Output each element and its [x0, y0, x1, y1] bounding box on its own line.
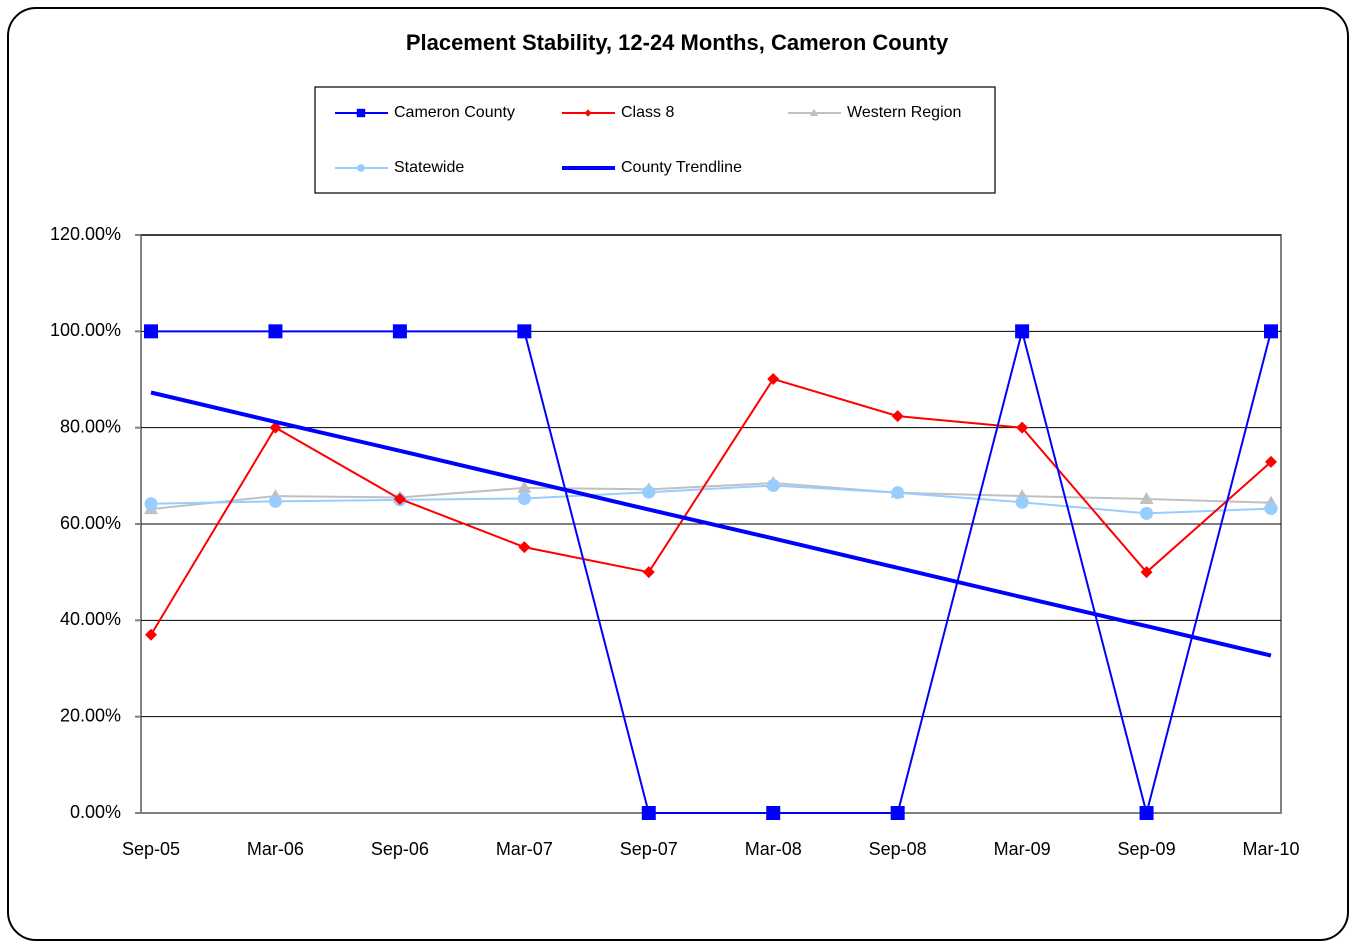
- series-line: [150, 484, 1272, 515]
- data-point: [1140, 506, 1154, 520]
- data-point: [766, 478, 780, 492]
- data-point: [517, 324, 532, 339]
- data-point: [641, 806, 656, 820]
- series-line: [151, 327, 1272, 817]
- data-point: [1015, 324, 1030, 339]
- data-point: [890, 806, 905, 820]
- y-tick-label: 20.00%: [60, 705, 121, 725]
- data-point: [767, 373, 780, 386]
- data-point: [891, 486, 905, 500]
- data-point: [1264, 502, 1278, 516]
- y-tick-label: 40.00%: [60, 609, 121, 629]
- legend-label: Cameron County: [394, 104, 515, 121]
- legend-box: [314, 86, 996, 194]
- series-line: [150, 482, 1272, 511]
- data-point: [1265, 455, 1277, 468]
- chart-border: [7, 7, 1349, 941]
- data-point: [268, 494, 282, 508]
- data-point: [145, 628, 157, 641]
- y-tick-label: 60.00%: [60, 513, 121, 533]
- data-point: [1139, 806, 1154, 820]
- data-point: [392, 324, 407, 339]
- x-tick-label: Mar-09: [994, 839, 1051, 859]
- x-tick-label: Sep-08: [869, 839, 927, 859]
- data-point: [144, 497, 158, 511]
- legend-label: County Trendline: [621, 159, 742, 176]
- y-tick-label: 100.00%: [50, 320, 121, 340]
- series-line: [150, 390, 1272, 658]
- legend-label: Western Region: [847, 104, 961, 121]
- x-tick-label: Mar-06: [247, 839, 304, 859]
- data-point: [766, 806, 781, 820]
- data-point: [268, 324, 283, 339]
- legend-marker: [809, 108, 819, 116]
- x-tick-label: Mar-07: [496, 839, 553, 859]
- data-point: [642, 566, 655, 579]
- data-point: [1140, 566, 1153, 579]
- data-point: [642, 485, 656, 499]
- x-tick-label: Mar-08: [745, 839, 802, 859]
- x-tick-label: Sep-07: [620, 839, 678, 859]
- y-tick-label: 80.00%: [60, 416, 121, 436]
- legend-marker: [356, 108, 366, 118]
- series-line: [150, 377, 1272, 636]
- data-point: [144, 324, 158, 339]
- x-tick-label: Mar-10: [1242, 839, 1299, 859]
- legend-label: Statewide: [394, 159, 464, 176]
- chart-title: Placement Stability, 12-24 Months, Camer…: [406, 30, 949, 55]
- data-point: [1264, 324, 1278, 339]
- data-point: [518, 541, 531, 554]
- x-tick-label: Sep-05: [122, 839, 180, 859]
- data-point: [517, 491, 531, 505]
- data-point: [891, 410, 904, 423]
- data-point: [1016, 421, 1029, 434]
- x-tick-label: Sep-06: [371, 839, 429, 859]
- data-point: [517, 480, 532, 493]
- data-point: [269, 421, 282, 434]
- data-point: [393, 492, 406, 505]
- legend-marker: [357, 164, 365, 172]
- y-tick-label: 120.00%: [50, 224, 121, 244]
- data-point: [1015, 495, 1029, 509]
- y-tick-label: 0.00%: [70, 802, 121, 822]
- x-tick-label: Sep-09: [1118, 839, 1176, 859]
- legend-label: Class 8: [621, 104, 674, 121]
- data-point: [1139, 491, 1154, 504]
